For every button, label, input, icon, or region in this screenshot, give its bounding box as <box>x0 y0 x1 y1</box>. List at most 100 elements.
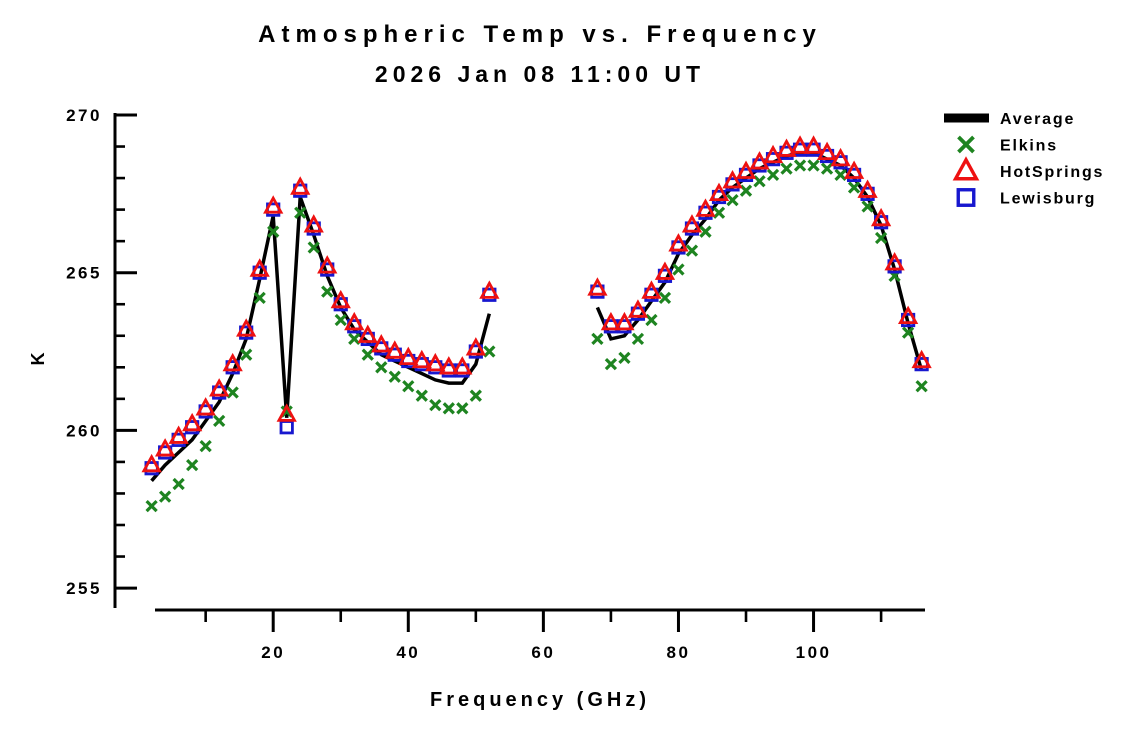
marker-hotsprings <box>627 299 649 318</box>
marker-elkins <box>699 225 712 238</box>
marker-elkins <box>172 477 185 491</box>
legend-marker-hotsprings <box>952 156 980 181</box>
marker-elkins <box>469 389 482 402</box>
marker-elkins <box>334 313 347 327</box>
marker-elkins <box>483 345 496 358</box>
marker-elkins <box>604 358 618 371</box>
marker-hotsprings <box>749 151 770 170</box>
marker-elkins <box>915 380 928 393</box>
marker-elkins <box>402 380 415 393</box>
marker-elkins <box>834 168 847 182</box>
marker-hotsprings <box>911 349 932 369</box>
x-tick-label: 80 <box>667 643 691 662</box>
marker-elkins <box>307 241 320 254</box>
legend-item-hotsprings: HotSprings <box>952 156 1102 181</box>
marker-hotsprings <box>182 412 203 432</box>
marker-lewisburg <box>279 420 294 435</box>
marker-hotsprings <box>222 352 243 372</box>
marker-hotsprings <box>425 352 446 372</box>
marker-hotsprings <box>735 160 757 179</box>
marker-hotsprings <box>344 311 365 331</box>
marker-hotsprings <box>411 349 432 369</box>
marker-elkins <box>874 231 888 245</box>
marker-elkins <box>186 458 199 472</box>
legend-label-elkins: Elkins <box>1000 138 1058 155</box>
marker-elkins <box>213 414 226 428</box>
marker-hotsprings <box>452 356 473 375</box>
marker-hotsprings <box>843 160 865 179</box>
legend-item-average: Average <box>944 111 1075 128</box>
marker-hotsprings <box>762 144 784 164</box>
marker-hotsprings <box>465 337 486 356</box>
marker-hotsprings <box>438 356 459 375</box>
marker-hotsprings <box>870 207 892 227</box>
marker-hotsprings <box>681 214 703 233</box>
marker-elkins <box>375 361 388 374</box>
marker-hotsprings <box>168 425 189 444</box>
marker-elkins <box>321 285 334 298</box>
average-line <box>595 151 924 371</box>
marker-elkins <box>739 184 753 197</box>
series-lewisburg <box>144 142 929 476</box>
marker-elkins <box>658 291 672 305</box>
marker-elkins <box>645 313 658 327</box>
marker-elkins <box>672 263 685 276</box>
series-hotsprings <box>141 135 932 473</box>
marker-elkins <box>240 348 253 361</box>
legend-label-average: Average <box>1000 111 1075 128</box>
marker-hotsprings <box>209 378 230 397</box>
legend-marker-average <box>944 113 989 123</box>
marker-hotsprings <box>654 261 676 280</box>
legend-marker-lewisburg <box>956 188 976 207</box>
marker-elkins <box>726 194 739 207</box>
marker-elkins <box>631 332 645 346</box>
marker-elkins <box>456 402 469 415</box>
axes: 255 260 265 270 20 40 60 80 100 <box>66 106 925 662</box>
y-axis-label: K <box>28 351 48 366</box>
legend-label-lewisburg: Lewisburg <box>1000 191 1096 208</box>
marker-elkins <box>847 181 861 194</box>
y-tick-label: 270 <box>66 106 102 125</box>
marker-hotsprings <box>722 169 743 189</box>
marker-hotsprings <box>357 324 378 343</box>
marker-hotsprings <box>641 280 662 299</box>
marker-hotsprings <box>263 195 284 214</box>
marker-elkins <box>618 351 631 364</box>
marker-hotsprings <box>614 311 635 331</box>
y-tick-label: 260 <box>66 421 102 440</box>
marker-elkins <box>766 168 780 182</box>
y-tick-label: 265 <box>66 264 102 283</box>
marker-hotsprings <box>371 333 392 353</box>
marker-elkins <box>361 348 374 361</box>
marker-elkins <box>712 206 726 219</box>
marker-hotsprings <box>708 182 730 201</box>
marker-elkins <box>685 244 699 257</box>
marker-hotsprings <box>384 340 405 359</box>
chart-title: Atmospheric Temp vs. Frequency <box>258 21 822 48</box>
marker-elkins <box>807 159 820 172</box>
series-elkins <box>145 159 928 513</box>
marker-hotsprings <box>236 318 257 337</box>
marker-hotsprings <box>897 305 919 324</box>
marker-hotsprings <box>789 135 811 154</box>
marker-elkins <box>861 200 874 213</box>
legend-item-elkins: Elkins <box>957 135 1058 155</box>
marker-elkins <box>267 225 280 238</box>
marker-elkins <box>793 159 807 172</box>
marker-hotsprings <box>479 280 500 299</box>
chart-subtitle: 2026 Jan 08 11:00 UT <box>375 61 705 87</box>
marker-hotsprings <box>249 258 270 277</box>
marker-elkins <box>415 389 428 402</box>
legend-marker-elkins <box>957 135 975 154</box>
marker-hotsprings <box>154 438 176 457</box>
marker-hotsprings <box>884 251 905 271</box>
marker-hotsprings <box>330 289 351 309</box>
x-axis-label: Frequency (GHz) <box>430 689 650 711</box>
legend: Average Elkins HotSprings Lewisburg <box>944 111 1102 208</box>
x-tick-label: 100 <box>796 643 832 662</box>
marker-elkins <box>388 370 401 383</box>
marker-elkins <box>429 399 442 412</box>
marker-hotsprings <box>290 176 311 195</box>
marker-hotsprings <box>141 453 162 473</box>
